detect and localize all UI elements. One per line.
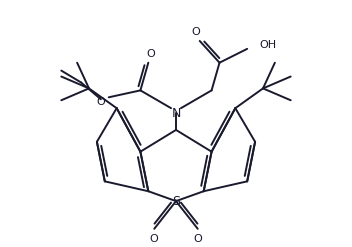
Text: O: O — [150, 234, 159, 244]
Text: O: O — [96, 97, 105, 107]
Text: N: N — [171, 107, 181, 120]
Text: S: S — [172, 195, 180, 208]
Text: OH: OH — [259, 40, 276, 50]
Text: O: O — [191, 27, 200, 37]
Text: O: O — [146, 49, 155, 59]
Text: O: O — [193, 234, 202, 244]
